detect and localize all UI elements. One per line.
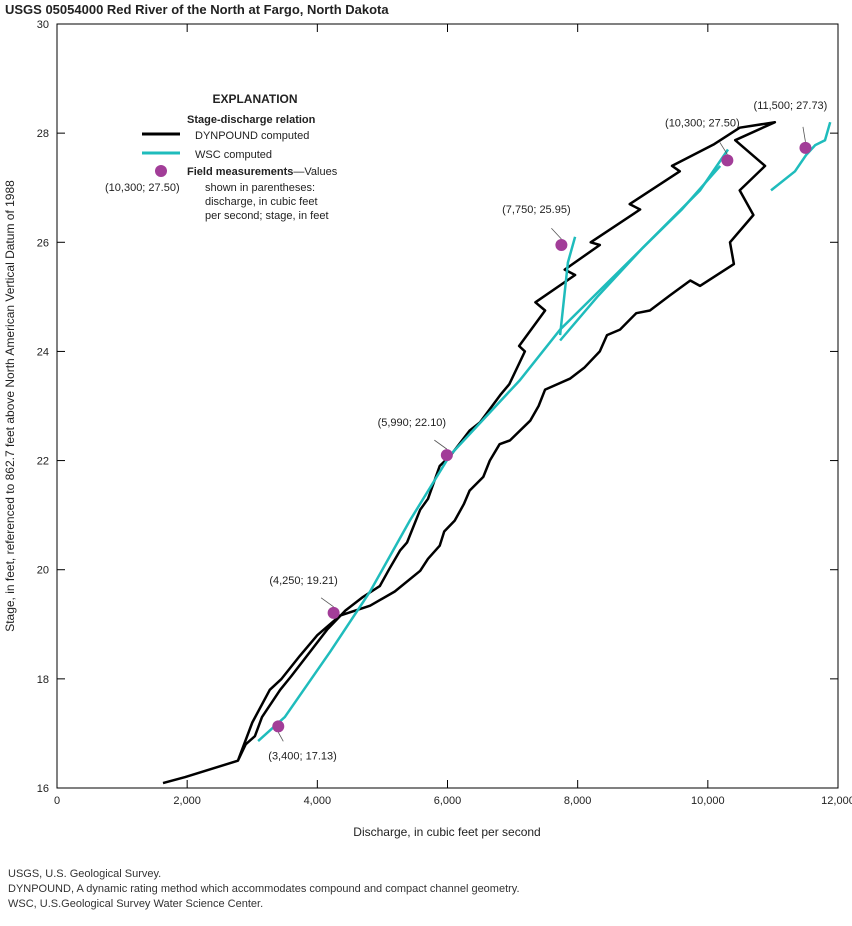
- x-tick-label: 12,000: [821, 795, 852, 807]
- field-leader-line: [551, 227, 562, 240]
- field-leader-line: [802, 126, 806, 142]
- x-tick-label: 8,000: [564, 795, 592, 807]
- legend-field-desc-3: per second; stage, in feet: [205, 210, 329, 222]
- legend-example-label: (10,300; 27.50): [105, 182, 180, 194]
- field-leader-line: [719, 142, 728, 155]
- dynpound-line: [162, 120, 777, 785]
- y-tick-label: 16: [37, 783, 49, 795]
- legend-field-label: Field measurements—Values: [187, 166, 338, 178]
- wsc-line: [257, 148, 730, 743]
- field-measurement-label: (4,250; 19.21): [269, 575, 338, 587]
- legend-dynpound-label: DYNPOUND computed: [195, 130, 309, 142]
- y-tick-label: 26: [37, 237, 49, 249]
- legend-field-desc-2: discharge, in cubic feet: [205, 196, 318, 208]
- wsc-line: [558, 236, 577, 336]
- field-measurement-point: [555, 239, 568, 252]
- field-measurement-point: [440, 449, 453, 462]
- y-tick-label: 20: [37, 565, 49, 577]
- wsc-line: [559, 165, 722, 342]
- y-axis-label: Stage, in feet, referenced to 862.7 feet…: [3, 180, 17, 632]
- field-measurement-point: [721, 154, 734, 167]
- footnote-dynpound: DYNPOUND, A dynamic rating method which …: [8, 883, 520, 895]
- x-tick-label: 0: [54, 795, 60, 807]
- wsc-line: [770, 121, 832, 192]
- field-measurement-label: (3,400; 17.13): [268, 750, 337, 762]
- footnote-usgs: USGS, U.S. Geological Survey.: [8, 868, 162, 880]
- field-measurement-label: (7,750; 25.95): [502, 204, 571, 216]
- x-tick-label: 6,000: [434, 795, 462, 807]
- field-measurement-label: (5,990; 22.10): [378, 417, 447, 429]
- chart-title: USGS 05054000 Red River of the North at …: [5, 2, 389, 17]
- x-tick-label: 4,000: [304, 795, 332, 807]
- field-leader-line: [434, 439, 448, 450]
- field-leader-line: [277, 732, 284, 742]
- legend-wsc-label: WSC computed: [195, 149, 272, 161]
- y-tick-label: 24: [37, 346, 49, 358]
- y-tick-label: 22: [37, 456, 49, 468]
- field-measurement-point: [327, 606, 340, 619]
- field-measurement-point: [272, 720, 285, 733]
- legend-subtitle: Stage-discharge relation: [187, 114, 316, 126]
- field-leader-line: [320, 597, 334, 608]
- x-tick-label: 10,000: [691, 795, 725, 807]
- chart-svg: USGS 05054000 Red River of the North at …: [3, 2, 852, 839]
- y-tick-label: 18: [37, 674, 49, 686]
- x-tick-label: 2,000: [173, 795, 201, 807]
- legend-title: EXPLANATION: [212, 92, 297, 106]
- field-measurement-point: [799, 141, 812, 154]
- field-measurement-label: (11,500; 27.73): [754, 100, 828, 112]
- legend-field-desc-1: shown in parentheses:: [205, 182, 315, 194]
- legend: EXPLANATION Stage-discharge relation DYN…: [105, 92, 338, 222]
- field-measurement-label: (10,300; 27.50): [665, 117, 740, 129]
- footnote-wsc: WSC, U.S.Geological Survey Water Science…: [8, 898, 264, 910]
- legend-field-marker: [155, 165, 167, 177]
- y-tick-label: 28: [37, 128, 49, 140]
- x-axis-label: Discharge, in cubic feet per second: [353, 825, 540, 839]
- y-tick-label: 30: [37, 19, 49, 31]
